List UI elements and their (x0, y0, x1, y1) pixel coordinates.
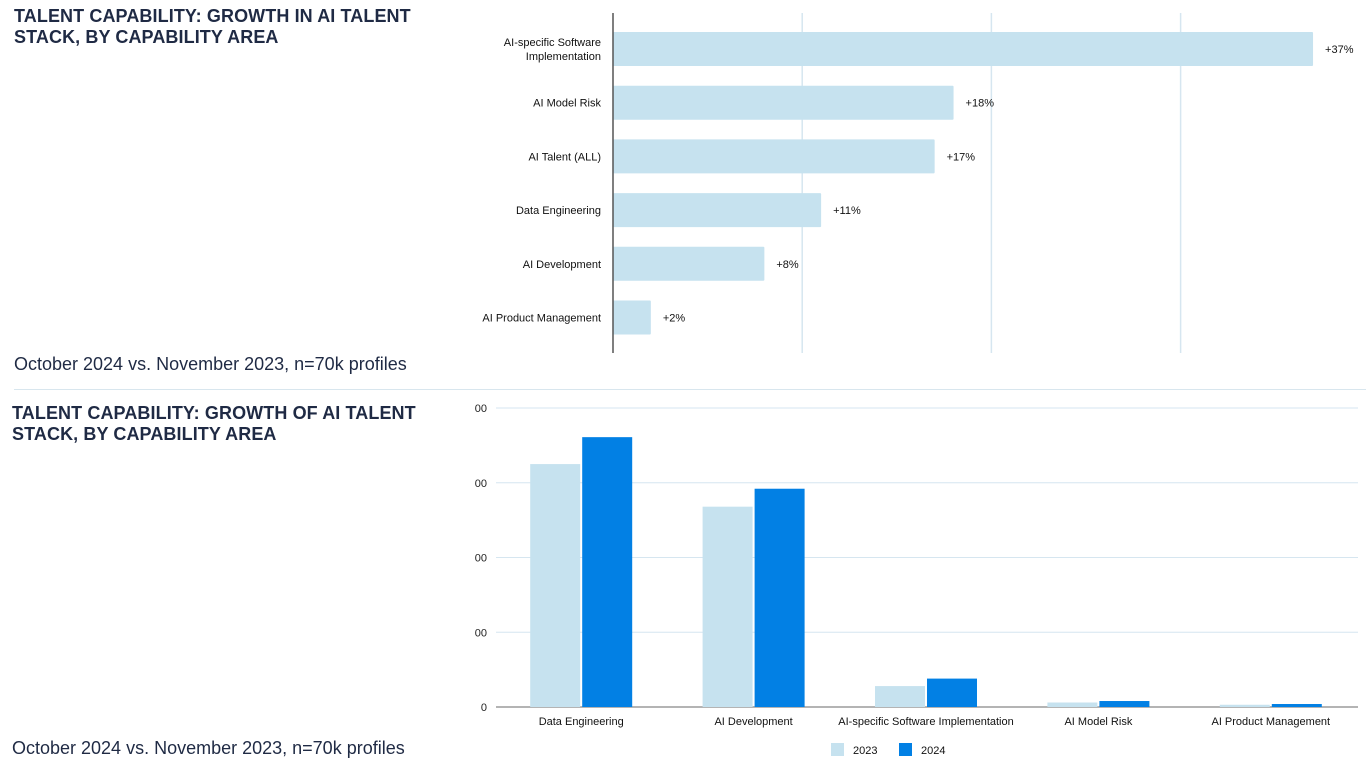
chart1-value-label: +37% (1325, 44, 1354, 56)
chart1-category-label: AI Talent (ALL) (528, 151, 601, 163)
chart2-ytick-label: 00 (475, 627, 487, 639)
chart2-bar-2024 (927, 678, 977, 707)
chart2-ytick-label: 00 (475, 403, 487, 415)
chart2-legend-label: 2023 (853, 745, 877, 757)
chart1-value-label: +2% (663, 313, 686, 325)
chart2-legend-label: 2024 (921, 745, 945, 757)
chart2-bar-2023 (702, 506, 753, 707)
chart2-category-label: AI Model Risk (1064, 716, 1132, 728)
chart2-ytick-label: 0 (481, 702, 487, 714)
chart2-bar-2023 (875, 686, 925, 707)
chart2-subtitle: October 2024 vs. November 2023, n=70k pr… (12, 738, 405, 758)
chart2-bar-2023 (1219, 704, 1270, 707)
chart1-title: TALENT CAPABILITY: GROWTH IN AI TALENT S… (14, 6, 411, 47)
chart1-bar (613, 85, 954, 120)
chart2-bar-2024 (582, 437, 633, 707)
chart1-value-label: +11% (833, 205, 861, 217)
chart2-bar-2024 (1271, 704, 1322, 707)
chart1-category-label: AI Development (523, 259, 601, 271)
chart1-value-label: +17% (947, 151, 976, 163)
chart2-ytick-label: 00 (475, 553, 487, 565)
chart1-bar (613, 32, 1314, 66)
chart1-value-label: +8% (776, 259, 799, 271)
chart2-category-label: AI Development (714, 716, 792, 728)
chart1-subtitle: October 2024 vs. November 2023, n=70k pr… (14, 354, 407, 374)
chart1-bar (613, 139, 935, 174)
chart2-category-label: Data Engineering (539, 716, 624, 728)
chart2-bar-2023 (1047, 702, 1098, 707)
section-divider (14, 389, 1366, 390)
chart2-ytick-label: 00 (475, 478, 487, 490)
chart1-bar (613, 300, 651, 335)
chart1-category-label: Implementation (526, 51, 601, 63)
chart2-bar-2023 (530, 464, 581, 707)
chart2-bar-2024 (1099, 701, 1150, 707)
chart1-category-label: AI Product Management (482, 313, 601, 325)
chart2-category-label: AI Product Management (1211, 716, 1330, 728)
chart2-title: TALENT CAPABILITY: GROWTH OF AI TALENT S… (12, 403, 416, 444)
chart1-category-label: Data Engineering (516, 205, 601, 217)
chart2-bar-2024 (754, 488, 805, 707)
chart2-legend-swatch-2024 (899, 743, 912, 756)
chart2-category-label: AI-specific Software Implementation (838, 716, 1013, 728)
chart1-category-label: AI Model Risk (533, 98, 601, 110)
chart2-legend-swatch-2023 (831, 743, 844, 756)
chart1-value-label: +18% (966, 98, 995, 110)
chart1-bar (613, 193, 822, 228)
chart1-bar (613, 246, 765, 281)
chart1-category-label: AI-specific Software (504, 37, 601, 49)
